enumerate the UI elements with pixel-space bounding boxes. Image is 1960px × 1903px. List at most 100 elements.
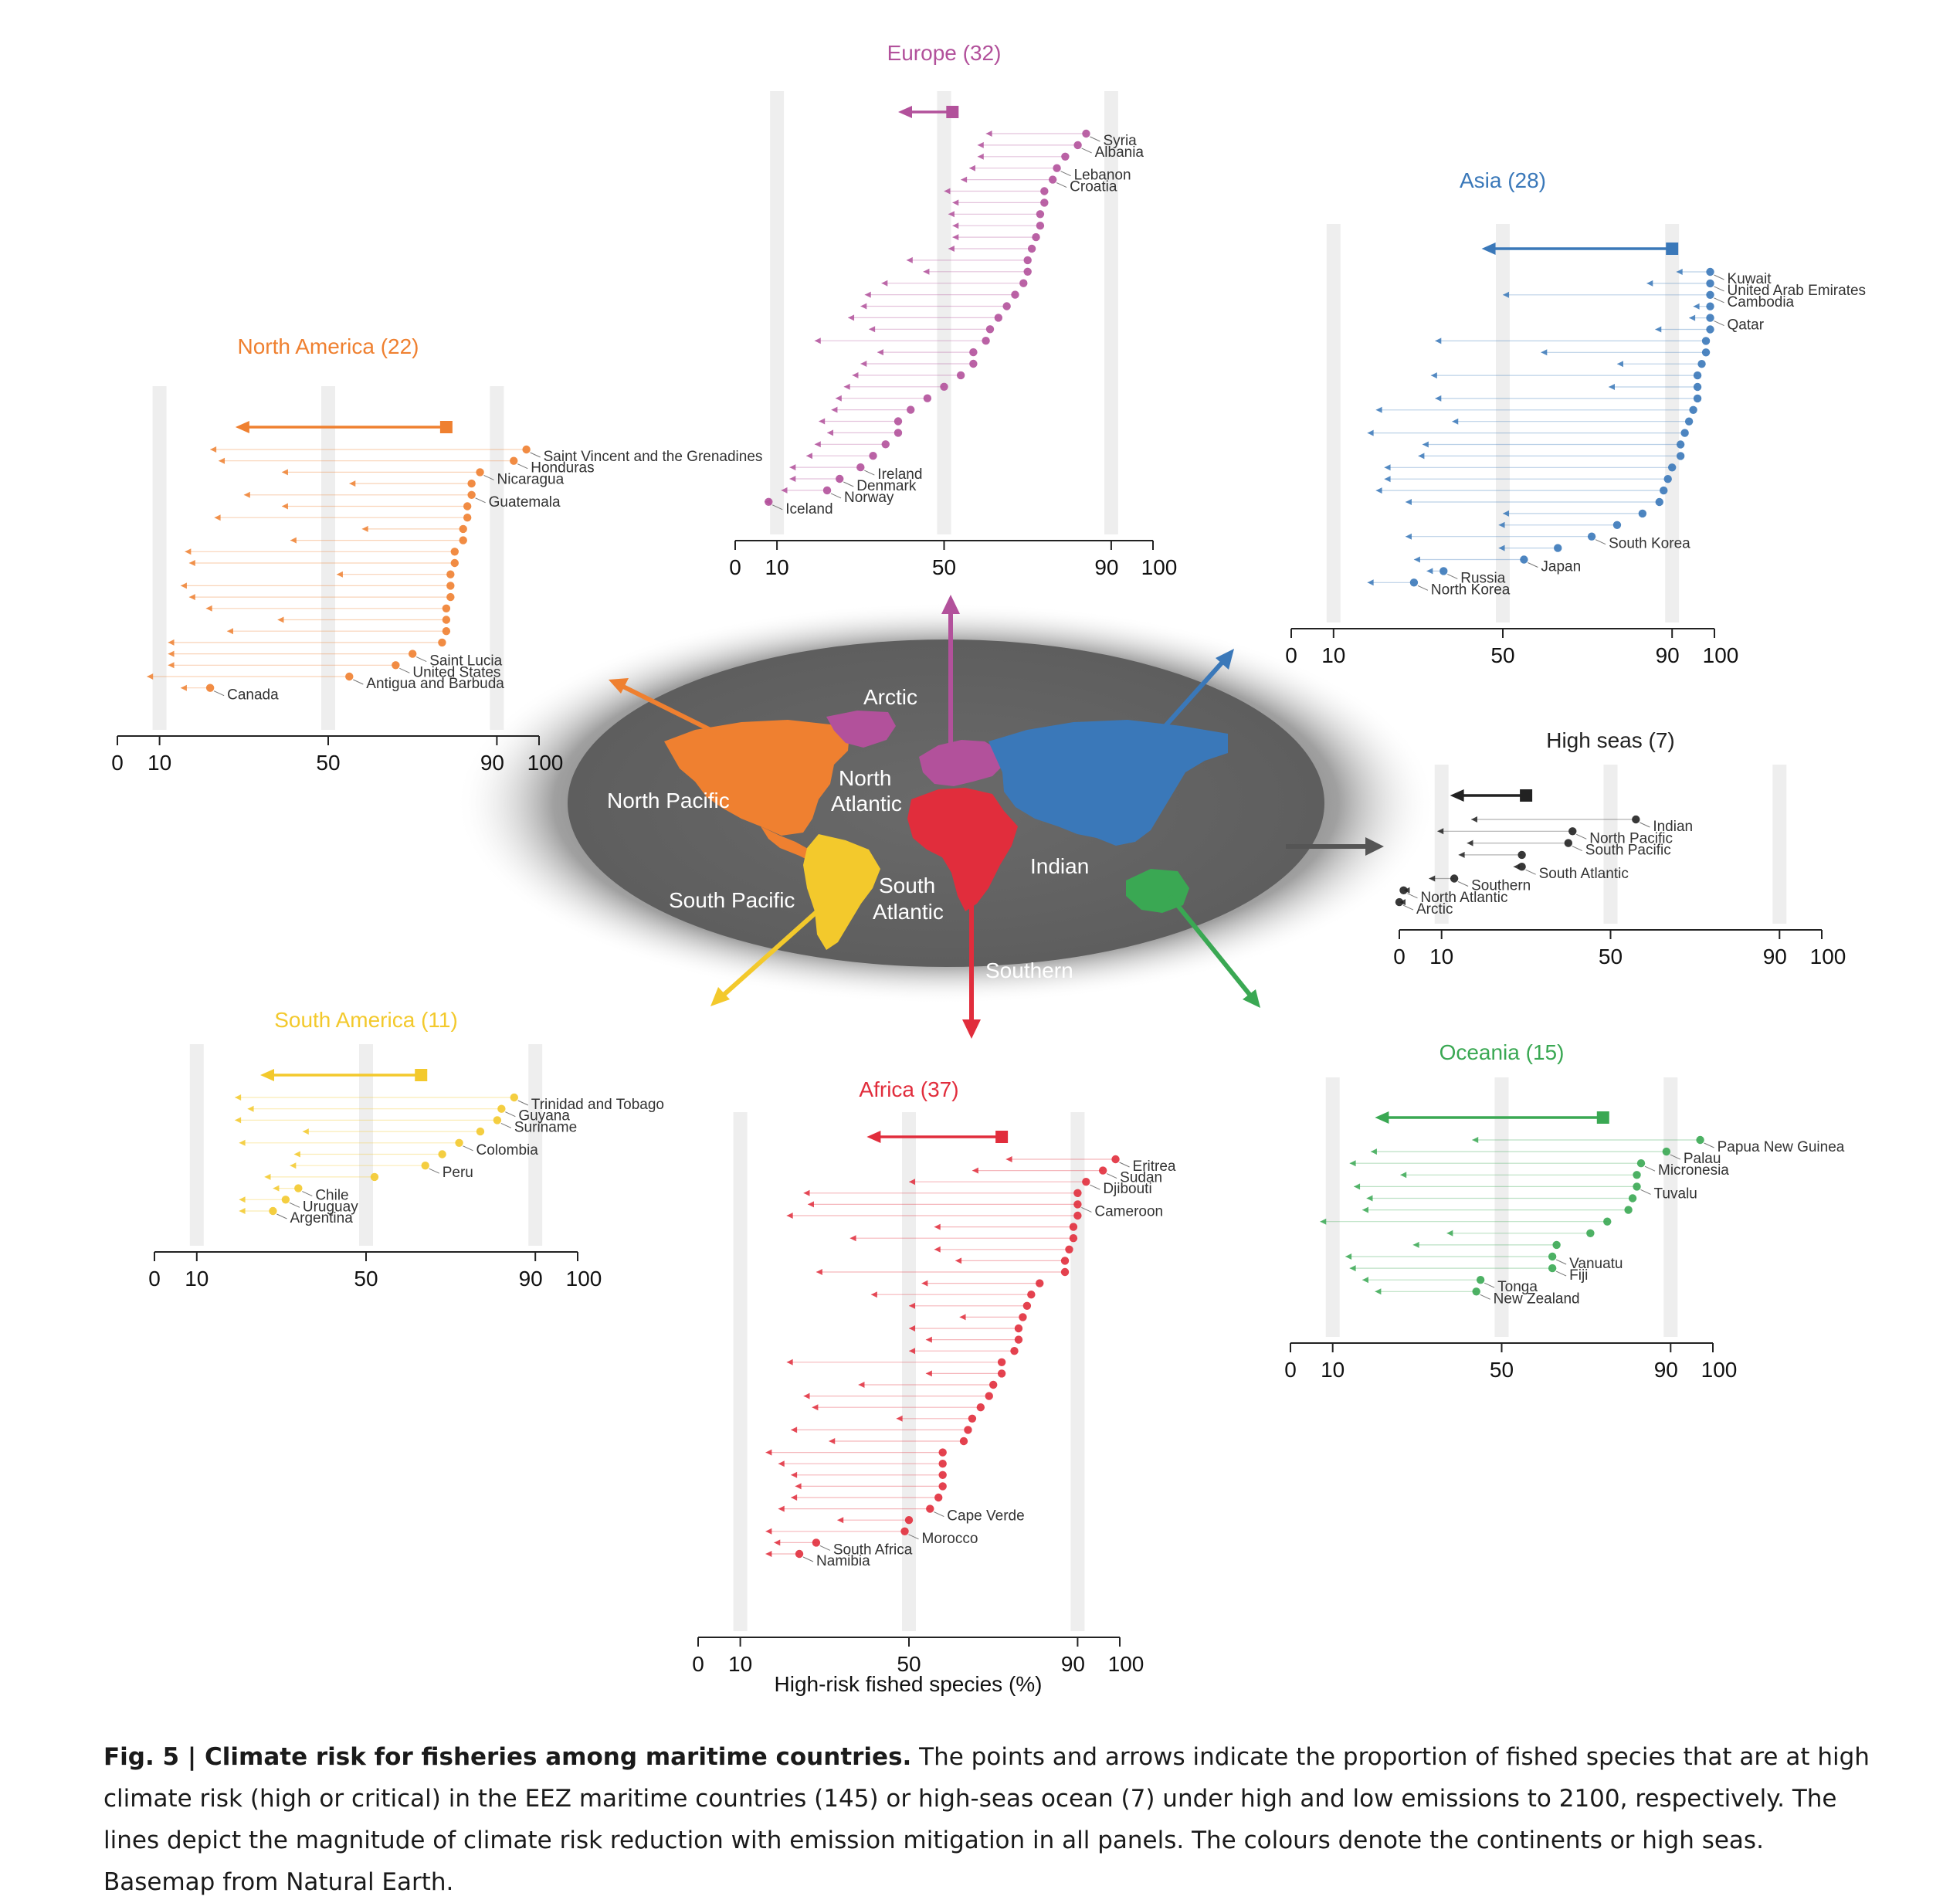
low-emission-arrow: [1384, 464, 1391, 471]
grid-band-90: [528, 1044, 543, 1246]
high-emission-point: [450, 558, 459, 568]
high-emission-point: [994, 314, 1003, 322]
low-emission-arrow: [1422, 441, 1429, 448]
label-leader: [1056, 182, 1067, 188]
high-emission-point: [1060, 1267, 1070, 1277]
grid-band-10: [733, 1112, 748, 1631]
high-emission-point: [968, 1414, 977, 1423]
high-emission-point: [1554, 544, 1562, 552]
high-emission-point: [1633, 1182, 1641, 1191]
low-emission-arrow: [1446, 1230, 1453, 1236]
label-leader: [399, 667, 410, 673]
low-emission-arrow: [870, 1291, 877, 1298]
panel-title: South America (11): [274, 1008, 458, 1032]
high-emission-point: [985, 1392, 993, 1400]
low-emission-arrow: [247, 1105, 254, 1112]
label-leader: [289, 1202, 300, 1208]
low-emission-arrow: [837, 1517, 844, 1524]
label-leader: [1090, 136, 1100, 142]
low-emission-arrow: [188, 560, 195, 566]
high-emission-point: [1472, 1287, 1480, 1296]
map-label-south-pacific: South Pacific: [669, 888, 795, 912]
grid-band-10: [1434, 765, 1449, 924]
low-emission-arrow: [239, 1208, 246, 1214]
low-emission-arrow: [205, 605, 212, 612]
high-emission-point: [976, 1403, 985, 1412]
arrow-north-america: [620, 684, 727, 740]
panel-title: Asia (28): [1460, 168, 1546, 192]
label-leader: [1670, 1154, 1681, 1160]
row-label: North Atlantic: [1420, 890, 1507, 906]
high-emission-point: [463, 514, 472, 522]
high-emission-point: [1069, 1223, 1078, 1231]
low-emission-arrow: [168, 650, 175, 657]
high-emission-point: [1019, 279, 1028, 287]
low-emission-arrow: [791, 1426, 798, 1433]
low-emission-arrow: [185, 548, 192, 555]
arrow-oceania: [1168, 894, 1253, 998]
high-emission-point: [1696, 1135, 1704, 1145]
high-emission-point: [1048, 175, 1057, 184]
high-emission-point: [940, 382, 948, 391]
high-emission-point: [959, 1437, 968, 1446]
low-emission-arrow: [293, 1151, 300, 1158]
low-emission-arrow: [1435, 338, 1442, 344]
high-emission-point: [1706, 279, 1714, 288]
high-emission-point: [1655, 497, 1663, 507]
high-emission-point: [869, 452, 877, 460]
label-leader: [802, 1556, 814, 1562]
grid-band-50: [902, 1112, 916, 1631]
label-leader: [1457, 881, 1469, 887]
label-leader: [1528, 562, 1538, 568]
high-emission-point: [969, 348, 978, 357]
panel-south-america: South America (11) 0 10 50 90 100 Trinidad and…: [148, 1008, 664, 1291]
row-label: Nicaragua: [497, 471, 565, 487]
panel-title: North America (22): [238, 334, 419, 358]
label-leader: [500, 1122, 512, 1128]
high-emission-point: [1019, 1313, 1027, 1321]
low-emission-arrow: [881, 280, 888, 287]
high-emission-point: [938, 1448, 947, 1457]
high-emission-point: [1082, 129, 1090, 138]
high-emission-point: [1638, 509, 1647, 518]
high-emission-point: [1706, 325, 1714, 334]
low-emission-arrow: [1320, 1218, 1327, 1225]
figure-5: Arctic North Pacific North Atlantic Sout…: [111, 41, 1867, 1696]
panel-title: Africa (37): [859, 1077, 958, 1101]
row-label: Saint Vincent and the Grenadines: [544, 449, 763, 465]
low-emission-arrow: [281, 469, 288, 476]
high-emission-point: [904, 1516, 914, 1525]
summary-low-arrow: [260, 1069, 274, 1081]
high-emission-point: [938, 1460, 947, 1468]
row-label: Guyana: [518, 1108, 570, 1124]
label-leader: [1704, 1142, 1714, 1148]
high-emission-point: [1053, 164, 1061, 172]
high-emission-point: [1010, 1347, 1019, 1355]
high-emission-point: [985, 325, 995, 334]
high-emission-point: [1624, 1206, 1633, 1214]
low-emission-arrow: [1498, 544, 1505, 551]
low-emission-arrow: [896, 1415, 903, 1422]
row-label: Russia: [1460, 570, 1506, 586]
arrow-south-america: [721, 897, 832, 999]
label-leader: [864, 470, 875, 476]
label-leader: [429, 1168, 439, 1174]
low-emission-arrow: [1375, 406, 1382, 413]
high-emission-point: [455, 1138, 463, 1148]
x-tick-label: 0: [1284, 1358, 1297, 1382]
low-emission-arrow: [290, 1162, 297, 1169]
low-emission-arrow: [955, 1257, 962, 1264]
low-emission-arrow: [1412, 1241, 1419, 1248]
x-tick-label: 50: [1599, 945, 1623, 968]
high-emission-point: [438, 638, 446, 647]
row-label: Arctic: [1416, 901, 1453, 918]
low-emission-arrow: [1429, 875, 1436, 882]
row-label: Uruguay: [303, 1199, 358, 1215]
high-emission-point: [1022, 1301, 1032, 1311]
row-label: United Arab Emirates: [1728, 283, 1867, 299]
grid-band-50: [359, 1044, 373, 1246]
summary-high-mark: [1596, 1111, 1609, 1124]
grid-band-50: [937, 91, 951, 534]
map-label-north-atlantic-1: North: [839, 766, 891, 790]
summary-low-arrow: [1450, 789, 1464, 802]
